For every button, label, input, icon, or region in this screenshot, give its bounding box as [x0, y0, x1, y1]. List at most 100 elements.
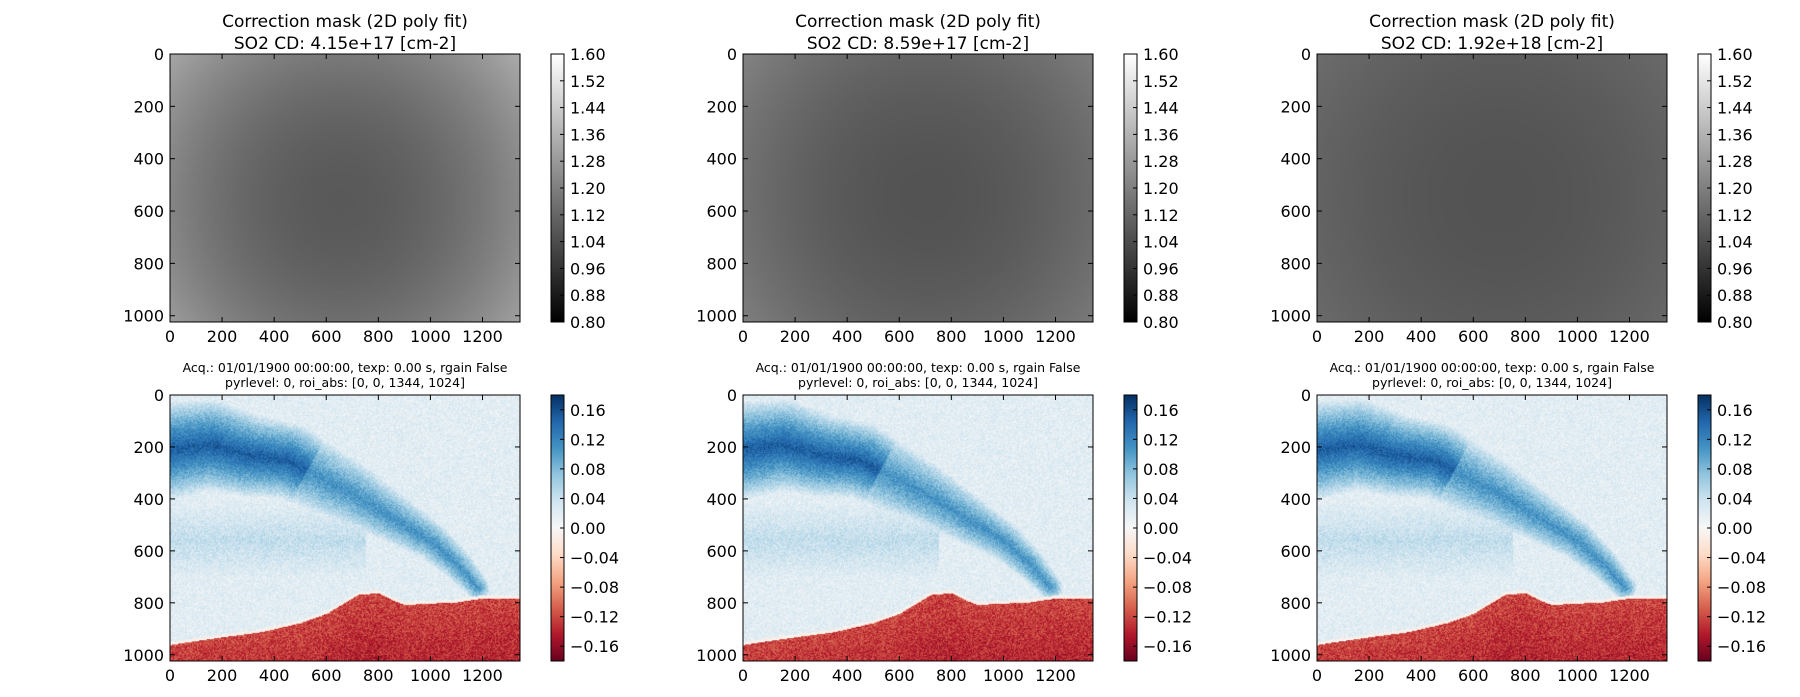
colorbar-tick-label: 0.04	[1143, 489, 1179, 508]
optical-density-image	[170, 395, 520, 661]
x-tick-label: 600	[1458, 666, 1489, 685]
colorbar-tick-label: 1.28	[1717, 152, 1753, 171]
colorbar-tick-label: −0.12	[1143, 608, 1192, 627]
x-tick-label: 1000	[1557, 327, 1598, 346]
colorbar-tick-label: 1.20	[1717, 179, 1753, 198]
x-tick-label: 200	[780, 327, 811, 346]
y-tick-label: 200	[706, 97, 737, 116]
correction-mask-image	[743, 54, 1093, 322]
y-tick-label: 1000	[696, 646, 737, 665]
panel-subtitle: SO2 CD: 8.59e+17 [cm-2]	[807, 34, 1029, 54]
x-tick-label: 800	[936, 327, 967, 346]
colorbar-tick-label: 0.04	[1717, 489, 1753, 508]
panel-title: Acq.: 01/01/1900 00:00:00, texp: 0.00 s,…	[183, 360, 508, 375]
colorbar-tick-label: −0.04	[1143, 549, 1192, 568]
y-tick-label: 400	[133, 150, 164, 169]
colorbar-tick-label: 0.80	[1717, 313, 1753, 332]
colorbar-tick-label: 0.88	[1717, 286, 1753, 305]
y-tick-label: 800	[1280, 594, 1311, 613]
y-tick-label: 0	[154, 386, 164, 405]
colorbar-tick-label: −0.08	[570, 578, 619, 597]
x-tick-label: 800	[936, 666, 967, 685]
y-tick-label: 400	[1280, 150, 1311, 169]
y-tick-label: 600	[133, 202, 164, 221]
x-tick-label: 400	[259, 666, 290, 685]
y-tick-label: 0	[727, 45, 737, 64]
colorbar-tick-label: 1.44	[1717, 99, 1753, 118]
y-tick-label: 0	[1301, 386, 1311, 405]
y-tick-label: 200	[133, 97, 164, 116]
colorbar-tick-label: 0.00	[1143, 519, 1179, 538]
plot-frame	[169, 394, 521, 662]
colorbar-tick-label: 0.16	[1717, 401, 1753, 420]
colorbar-tick-label: 0.08	[1717, 460, 1753, 479]
colorbar-tick-label: 0.96	[1717, 259, 1753, 278]
y-tick-label: 800	[706, 594, 737, 613]
colorbar-tick-label: 0.08	[570, 460, 606, 479]
y-tick-label: 1000	[123, 646, 164, 665]
panel-1: Correction mask (2D poly fit)SO2 CD: 4.1…	[123, 12, 605, 346]
x-tick-label: 0	[738, 327, 748, 346]
x-tick-label: 200	[1354, 666, 1385, 685]
panel-title: Correction mask (2D poly fit)	[1369, 12, 1615, 32]
colorbar-tick-label: 1.28	[1143, 152, 1179, 171]
colorbar-tick-label: 0.80	[570, 313, 606, 332]
x-tick-label: 1000	[1557, 666, 1598, 685]
x-tick-label: 600	[1458, 327, 1489, 346]
colorbar-tick-label: 1.28	[570, 152, 606, 171]
x-tick-label: 600	[884, 327, 915, 346]
colorbar-tick-label: 0.08	[1143, 460, 1179, 479]
plot-frame	[169, 53, 521, 323]
colorbar-tick-label: 0.12	[1717, 430, 1753, 449]
x-tick-label: 200	[780, 666, 811, 685]
x-tick-label: 1000	[983, 666, 1024, 685]
x-tick-label: 1200	[462, 666, 503, 685]
colorbar-tick-label: 1.36	[1143, 125, 1179, 144]
x-tick-label: 200	[207, 666, 238, 685]
x-tick-label: 800	[363, 666, 394, 685]
colorbar-tick-label: 1.36	[1717, 125, 1753, 144]
colorbar-tick-label: −0.16	[1143, 637, 1192, 656]
colorbar-tick-label: 0.00	[1717, 519, 1753, 538]
colorbar-tick-label: 0.88	[1143, 286, 1179, 305]
correction-mask-image	[1317, 54, 1667, 322]
panel-6: Acq.: 01/01/1900 00:00:00, texp: 0.00 s,…	[1270, 360, 1766, 685]
y-tick-label: 200	[133, 438, 164, 457]
x-tick-label: 800	[363, 327, 394, 346]
y-tick-label: 400	[133, 490, 164, 509]
y-tick-label: 600	[1280, 202, 1311, 221]
y-tick-label: 800	[706, 254, 737, 273]
plot-frame	[742, 53, 1094, 323]
y-tick-label: 200	[706, 438, 737, 457]
y-tick-label: 800	[1280, 254, 1311, 273]
y-tick-label: 200	[1280, 97, 1311, 116]
panel-3: Correction mask (2D poly fit)SO2 CD: 1.9…	[1270, 12, 1752, 346]
x-tick-label: 1200	[462, 327, 503, 346]
plot-frame	[742, 394, 1094, 662]
colorbar-tick-label: −0.08	[1143, 578, 1192, 597]
colorbar-tick-label: 0.96	[1143, 259, 1179, 278]
x-tick-label: 200	[207, 327, 238, 346]
colorbar-tick-label: 0.12	[1143, 430, 1179, 449]
colorbar-tick-label: 0.96	[570, 259, 606, 278]
colorbar-tick-label: 0.16	[1143, 401, 1179, 420]
colorbar-tick-label: 1.12	[1143, 206, 1179, 225]
x-tick-label: 400	[1406, 666, 1437, 685]
x-tick-label: 600	[311, 327, 342, 346]
y-tick-label: 200	[1280, 438, 1311, 457]
y-tick-label: 600	[1280, 542, 1311, 561]
x-tick-label: 800	[1510, 327, 1541, 346]
panel-title: Correction mask (2D poly fit)	[222, 12, 468, 32]
x-tick-label: 600	[311, 666, 342, 685]
colorbar-tick-label: 0.04	[570, 489, 606, 508]
panel-title: Acq.: 01/01/1900 00:00:00, texp: 0.00 s,…	[1330, 360, 1655, 375]
colorbar-tick-label: −0.04	[570, 549, 619, 568]
colorbar-tick-label: 0.12	[570, 430, 606, 449]
colorbar-tick-label: 1.20	[570, 179, 606, 198]
panel-4: Acq.: 01/01/1900 00:00:00, texp: 0.00 s,…	[123, 360, 619, 685]
panel-title: Correction mask (2D poly fit)	[795, 12, 1041, 32]
y-tick-label: 0	[154, 45, 164, 64]
x-tick-label: 1000	[410, 327, 451, 346]
colorbar-tick-label: 0.16	[570, 401, 606, 420]
x-tick-label: 200	[1354, 327, 1385, 346]
